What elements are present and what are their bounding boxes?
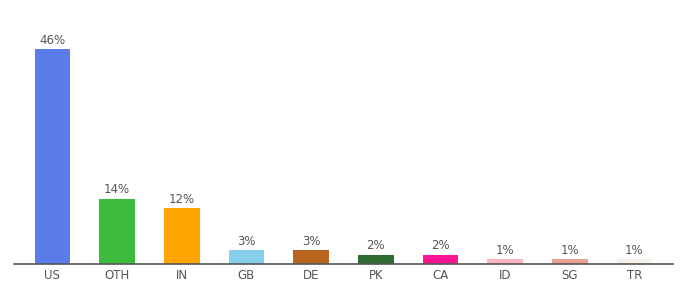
Bar bbox=[35, 49, 70, 264]
Text: 3%: 3% bbox=[302, 235, 320, 248]
Text: 3%: 3% bbox=[237, 235, 256, 248]
Text: 2%: 2% bbox=[431, 239, 449, 252]
Bar bbox=[422, 255, 458, 264]
Bar bbox=[488, 259, 523, 264]
Text: 46%: 46% bbox=[39, 34, 65, 47]
Text: 14%: 14% bbox=[104, 183, 130, 196]
Text: 1%: 1% bbox=[560, 244, 579, 257]
Bar bbox=[293, 250, 329, 264]
Bar bbox=[164, 208, 199, 264]
Bar bbox=[552, 259, 588, 264]
Text: 1%: 1% bbox=[625, 244, 644, 257]
Bar bbox=[358, 255, 394, 264]
Text: 1%: 1% bbox=[496, 244, 514, 257]
Text: 2%: 2% bbox=[367, 239, 385, 252]
Bar bbox=[617, 259, 652, 264]
Bar bbox=[228, 250, 265, 264]
Bar bbox=[99, 199, 135, 264]
Text: 12%: 12% bbox=[169, 193, 194, 206]
